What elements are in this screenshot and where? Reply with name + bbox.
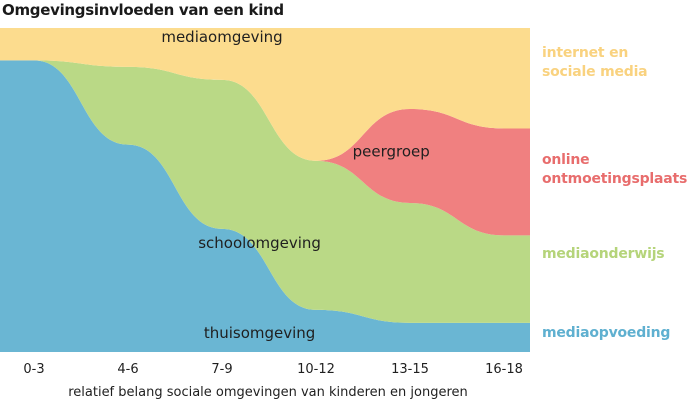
- area-thuisomgeving: [0, 60, 530, 353]
- area-label-thuisomgeving: thuisomgeving: [204, 324, 316, 342]
- side-label-mediaonderwijs: mediaonderwijs: [542, 245, 665, 264]
- x-tick-label: 0-3: [23, 362, 44, 377]
- area-schoolomgeving: [0, 60, 530, 323]
- side-label-line: mediaonderwijs: [542, 246, 665, 262]
- x-tick-label: 13-15: [391, 362, 429, 377]
- x-tick-label: 7-9: [211, 362, 232, 377]
- x-tick-label: 4-6: [117, 362, 138, 377]
- side-label-online: online ontmoetingsplaats: [542, 151, 687, 189]
- side-label-internet: internet en sociale media: [542, 44, 648, 82]
- x-tick-label: 16-18: [485, 362, 523, 377]
- x-axis-title: relatief belang sociale omgevingen van k…: [68, 385, 468, 400]
- chart-title: Omgevingsinvloeden van een kind: [2, 1, 284, 19]
- area-label-mediaomgeving: mediaomgeving: [161, 28, 282, 46]
- x-tick-label: 10-12: [297, 362, 335, 377]
- side-label-mediaopvoeding: mediaopvoeding: [542, 324, 670, 343]
- side-label-line: sociale media: [542, 64, 648, 80]
- side-label-line: mediaopvoeding: [542, 325, 671, 341]
- area-mediaomgeving: [0, 28, 530, 161]
- area-label-schoolomgeving: schoolomgeving: [198, 234, 321, 252]
- side-label-line: internet en: [542, 45, 629, 61]
- side-label-line: online: [542, 152, 590, 168]
- area-peergroep: [0, 60, 530, 236]
- area-label-peergroep: peergroep: [353, 142, 430, 160]
- side-label-line: ontmoetingsplaats: [542, 171, 688, 187]
